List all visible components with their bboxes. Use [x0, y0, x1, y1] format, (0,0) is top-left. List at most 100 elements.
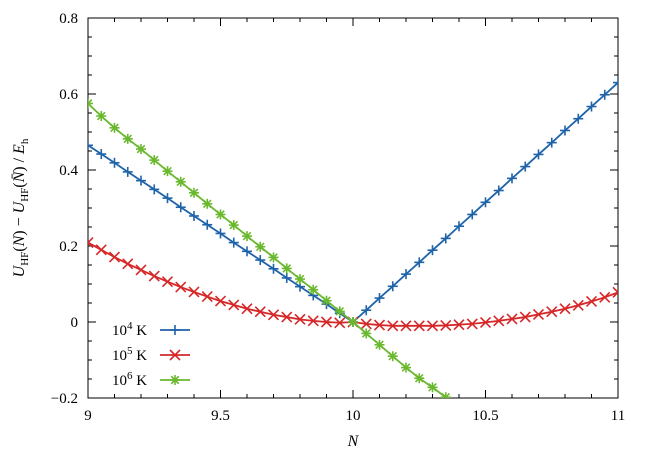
data-point	[360, 318, 372, 330]
data-point	[440, 392, 451, 398]
data-point	[215, 209, 226, 220]
data-point	[427, 245, 438, 256]
legend-label: 106 K	[112, 370, 147, 389]
data-point	[202, 219, 213, 230]
data-point	[414, 257, 425, 268]
data-point	[308, 284, 319, 295]
data-point	[599, 291, 611, 303]
data-point	[440, 233, 451, 244]
x-axis-title: N	[347, 433, 360, 450]
data-point	[214, 295, 227, 307]
data-point	[96, 111, 107, 122]
data-point	[546, 306, 558, 318]
series-2	[88, 237, 618, 332]
data-point	[136, 144, 146, 155]
data-point	[254, 306, 266, 318]
data-point	[281, 311, 293, 323]
data-point	[612, 286, 618, 298]
data-point	[242, 231, 252, 242]
data-point	[281, 263, 292, 274]
data-point	[161, 276, 174, 288]
data-point	[88, 140, 93, 151]
legend-marker	[170, 375, 180, 385]
data-point	[334, 317, 346, 329]
data-point	[149, 184, 160, 195]
data-point	[189, 187, 199, 198]
x-tick-label: 9	[84, 408, 92, 424]
data-point	[148, 270, 160, 282]
data-point	[228, 299, 240, 311]
data-point	[162, 166, 173, 177]
data-point	[307, 315, 319, 327]
data-point	[241, 303, 253, 315]
legend-item: 105 K	[112, 345, 190, 364]
data-point	[560, 125, 570, 136]
data-point	[88, 237, 94, 249]
plot-frame	[87, 17, 619, 399]
data-point	[334, 306, 345, 317]
data-point	[135, 264, 147, 276]
legend-marker	[170, 325, 180, 335]
series-line	[88, 102, 447, 398]
data-point	[466, 318, 478, 330]
data-point	[108, 251, 121, 263]
y-tick-label: 0.6	[59, 87, 78, 103]
data-point	[175, 176, 186, 187]
data-point	[109, 122, 120, 133]
data-point	[122, 166, 133, 177]
x-tick-label: 10	[346, 408, 361, 424]
data-point	[480, 197, 491, 208]
data-point	[454, 221, 464, 232]
data-point	[401, 269, 411, 280]
x-tick-label: 9.5	[211, 408, 230, 424]
legend-marker	[169, 349, 181, 361]
data-point	[532, 308, 545, 320]
data-point	[162, 193, 173, 204]
data-point	[401, 362, 411, 373]
data-point	[572, 299, 584, 311]
data-point	[507, 173, 517, 184]
data-point	[506, 313, 518, 325]
data-point	[387, 281, 398, 292]
data-point	[242, 246, 252, 257]
data-point	[559, 303, 571, 315]
data-point	[520, 161, 531, 172]
data-point	[321, 295, 332, 306]
legend-label: 105 K	[112, 345, 147, 364]
legend-item: 104 K	[112, 320, 190, 339]
data-point	[374, 339, 385, 350]
y-axis-title: UHF(N) − UHF(N̄) / Eh	[11, 138, 31, 277]
data-point	[493, 185, 504, 196]
data-point	[400, 320, 412, 332]
data-point	[96, 149, 107, 160]
data-point	[267, 309, 280, 321]
data-point	[413, 320, 425, 332]
legend-label: 104 K	[112, 320, 147, 339]
data-point	[175, 202, 186, 213]
data-point	[109, 157, 120, 168]
y-tick-label: 0.4	[59, 163, 78, 179]
data-point	[427, 382, 438, 393]
data-point	[374, 293, 385, 304]
data-point	[122, 133, 133, 144]
data-point	[88, 98, 93, 109]
y-tick-label: 0.8	[59, 11, 78, 27]
data-point	[373, 319, 386, 331]
data-point	[519, 311, 531, 323]
data-point	[255, 241, 266, 252]
y-tick-label: −0.2	[51, 391, 78, 407]
x-tick-label: 11	[611, 408, 625, 424]
series-3	[88, 98, 451, 398]
data-point	[585, 295, 598, 308]
data-point	[613, 77, 618, 88]
data-point	[228, 220, 239, 231]
legend-item: 106 K	[112, 370, 190, 389]
data-point	[215, 228, 226, 239]
data-point	[599, 89, 610, 100]
y-tick-label: 0	[71, 315, 79, 331]
data-point	[281, 272, 292, 283]
data-point	[361, 328, 372, 339]
data-point	[440, 319, 452, 331]
data-point	[546, 137, 557, 148]
